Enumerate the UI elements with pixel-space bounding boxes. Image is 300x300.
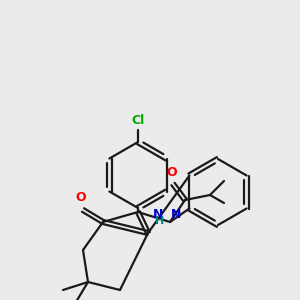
Text: H: H [155,216,165,226]
Text: O: O [167,166,177,179]
Text: N: N [171,208,181,221]
Text: N: N [153,208,164,221]
Text: O: O [76,191,86,204]
Text: Cl: Cl [131,114,145,127]
